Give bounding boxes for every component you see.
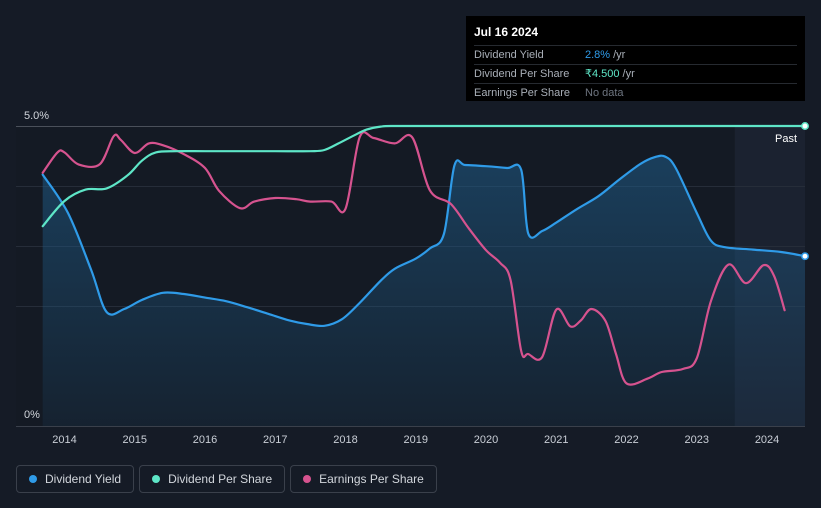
legend-label: Dividend Per Share bbox=[168, 472, 273, 486]
x-tick-label: 2014 bbox=[52, 434, 76, 446]
y-axis-label-min: 0% bbox=[24, 409, 40, 421]
x-tick-label: 2018 bbox=[333, 434, 357, 446]
x-tick-label: 2023 bbox=[685, 434, 709, 446]
legend-dot bbox=[152, 475, 161, 483]
y-axis-label-max: 5.0% bbox=[24, 110, 49, 122]
x-tick-label: 2022 bbox=[614, 434, 638, 446]
dividend-yield-end-marker bbox=[801, 252, 809, 261]
x-tick-label: 2020 bbox=[474, 434, 498, 446]
dividend-yield-line bbox=[41, 154, 807, 328]
x-tick-label: 2016 bbox=[193, 434, 217, 446]
x-tick-label: 2021 bbox=[544, 434, 568, 446]
legend-item-dividend-per-share[interactable]: Dividend Per Share bbox=[139, 465, 286, 493]
legend-label: Earnings Per Share bbox=[319, 472, 424, 486]
tooltip-unit: /yr bbox=[613, 49, 626, 61]
x-tick-label: 2017 bbox=[263, 434, 287, 446]
tooltip-date: Jul 16 2024 bbox=[474, 25, 539, 39]
legend-item-earnings-per-share[interactable]: Earnings Per Share bbox=[290, 465, 437, 493]
dividend-per-share-line bbox=[41, 124, 807, 228]
x-tick-label: 2015 bbox=[122, 434, 146, 446]
tooltip-unit: /yr bbox=[622, 68, 635, 80]
chart: 5.0% 0% Past 2014 2015 2016 2017 2018 2019 2020 20… bbox=[16, 110, 809, 446]
legend-label: Dividend Yield bbox=[45, 472, 122, 486]
tooltip-label: Dividend Yield bbox=[474, 49, 544, 61]
x-tick-label: 2024 bbox=[755, 434, 779, 446]
tooltip-row-earnings-per-share: Earnings Per Share No data bbox=[474, 83, 797, 102]
tooltip-row-dividend-yield: Dividend Yield 2.8% /yr bbox=[474, 45, 797, 64]
legend-dot bbox=[303, 475, 312, 483]
dividend-yield-area bbox=[42, 155, 806, 426]
dividend-per-share-end-marker bbox=[801, 122, 809, 130]
legend-item-dividend-yield[interactable]: Dividend Yield bbox=[16, 465, 135, 493]
tooltip-label: Earnings Per Share bbox=[474, 87, 570, 99]
tooltip-value: No data bbox=[585, 87, 624, 99]
tooltip-value: ₹4.500 bbox=[585, 68, 620, 80]
legend-dot bbox=[29, 475, 37, 483]
tooltip: Jul 16 2024 Dividend Yield 2.8% /yr Divi… bbox=[466, 16, 805, 101]
tooltip-row-dividend-per-share: Dividend Per Share ₹4.500 /yr bbox=[474, 64, 797, 83]
x-tick-label: 2019 bbox=[404, 434, 428, 446]
tooltip-label: Dividend Per Share bbox=[474, 68, 570, 80]
legend: Dividend Yield Dividend Per Share Earnin… bbox=[16, 465, 442, 493]
earnings-per-share-line bbox=[41, 131, 786, 386]
past-label: Past bbox=[775, 133, 797, 145]
tooltip-value: 2.8% bbox=[585, 49, 611, 61]
